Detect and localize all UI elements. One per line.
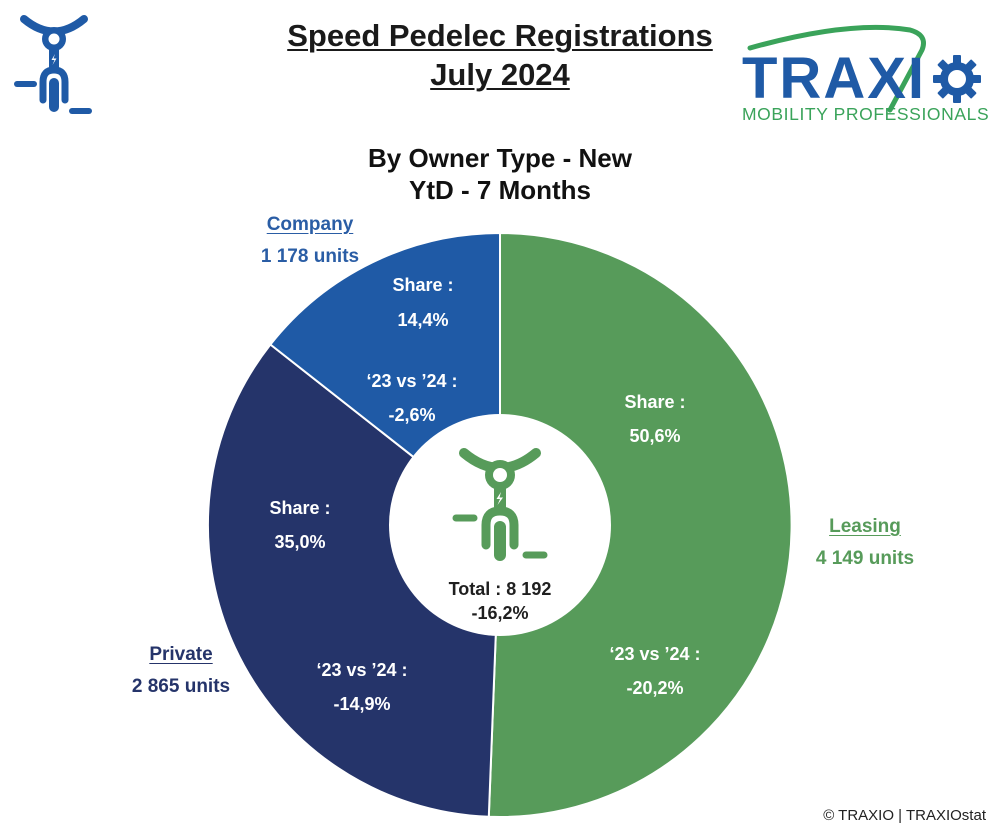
private-change-value: -14,9%: [333, 694, 391, 714]
chart-subtitle-line2: YtD - 7 Months: [409, 175, 591, 205]
company-share-value: 14,4%: [397, 310, 449, 330]
gear-icon: [933, 55, 981, 103]
speed-pedelec-icon: [14, 15, 92, 114]
leasing-change-label: ‘23 vs ’24 :: [609, 644, 701, 664]
traxio-logo: TRAXI MOBILITY PROFESSIONALS: [740, 10, 990, 124]
leasing-units: 4 149 units: [815, 548, 915, 569]
company-change-label: ‘23 vs ’24 :: [366, 371, 458, 391]
chart-subtitle-line1: By Owner Type - New: [368, 143, 632, 173]
private-share-value: 35,0%: [274, 532, 326, 552]
company-change-value: -2,6%: [388, 405, 436, 425]
leasing-label: Leasing: [829, 516, 901, 537]
company-units: 1 178 units: [260, 246, 360, 267]
center-change: -16,2%: [471, 603, 529, 623]
private-share-label: Share :: [269, 498, 331, 518]
chart-title-line2: July 2024: [430, 57, 570, 92]
private-units: 2 865 units: [131, 676, 231, 697]
leasing-share-value: 50,6%: [629, 426, 681, 446]
speed-pedelec-center-icon: [452, 448, 548, 561]
slice-private[interactable]: [206, 343, 502, 818]
company-label: Company: [266, 214, 354, 235]
logo-swoosh-icon: [747, 24, 926, 113]
logo-tagline: MOBILITY PROFESSIONALS: [742, 104, 990, 124]
leasing-change-value: -20,2%: [626, 678, 684, 698]
logo-wordmark: TRAXI: [742, 46, 926, 111]
slice-leasing[interactable]: [487, 231, 793, 818]
private-label: Private: [149, 644, 213, 665]
leasing-share-label: Share :: [624, 392, 686, 412]
copyright-footer: © TRAXIO | TRAXIOstat: [823, 807, 986, 824]
center-total: Total : 8 192: [448, 579, 552, 599]
chart-title-line1: Speed Pedelec Registrations: [287, 18, 713, 53]
private-change-label: ‘23 vs ’24 :: [316, 660, 408, 680]
company-share-label: Share :: [392, 275, 454, 295]
